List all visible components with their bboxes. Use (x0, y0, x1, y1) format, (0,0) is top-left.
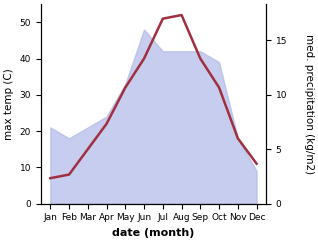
Y-axis label: max temp (C): max temp (C) (4, 68, 14, 140)
Y-axis label: med. precipitation (kg/m2): med. precipitation (kg/m2) (304, 34, 314, 174)
X-axis label: date (month): date (month) (112, 228, 195, 238)
